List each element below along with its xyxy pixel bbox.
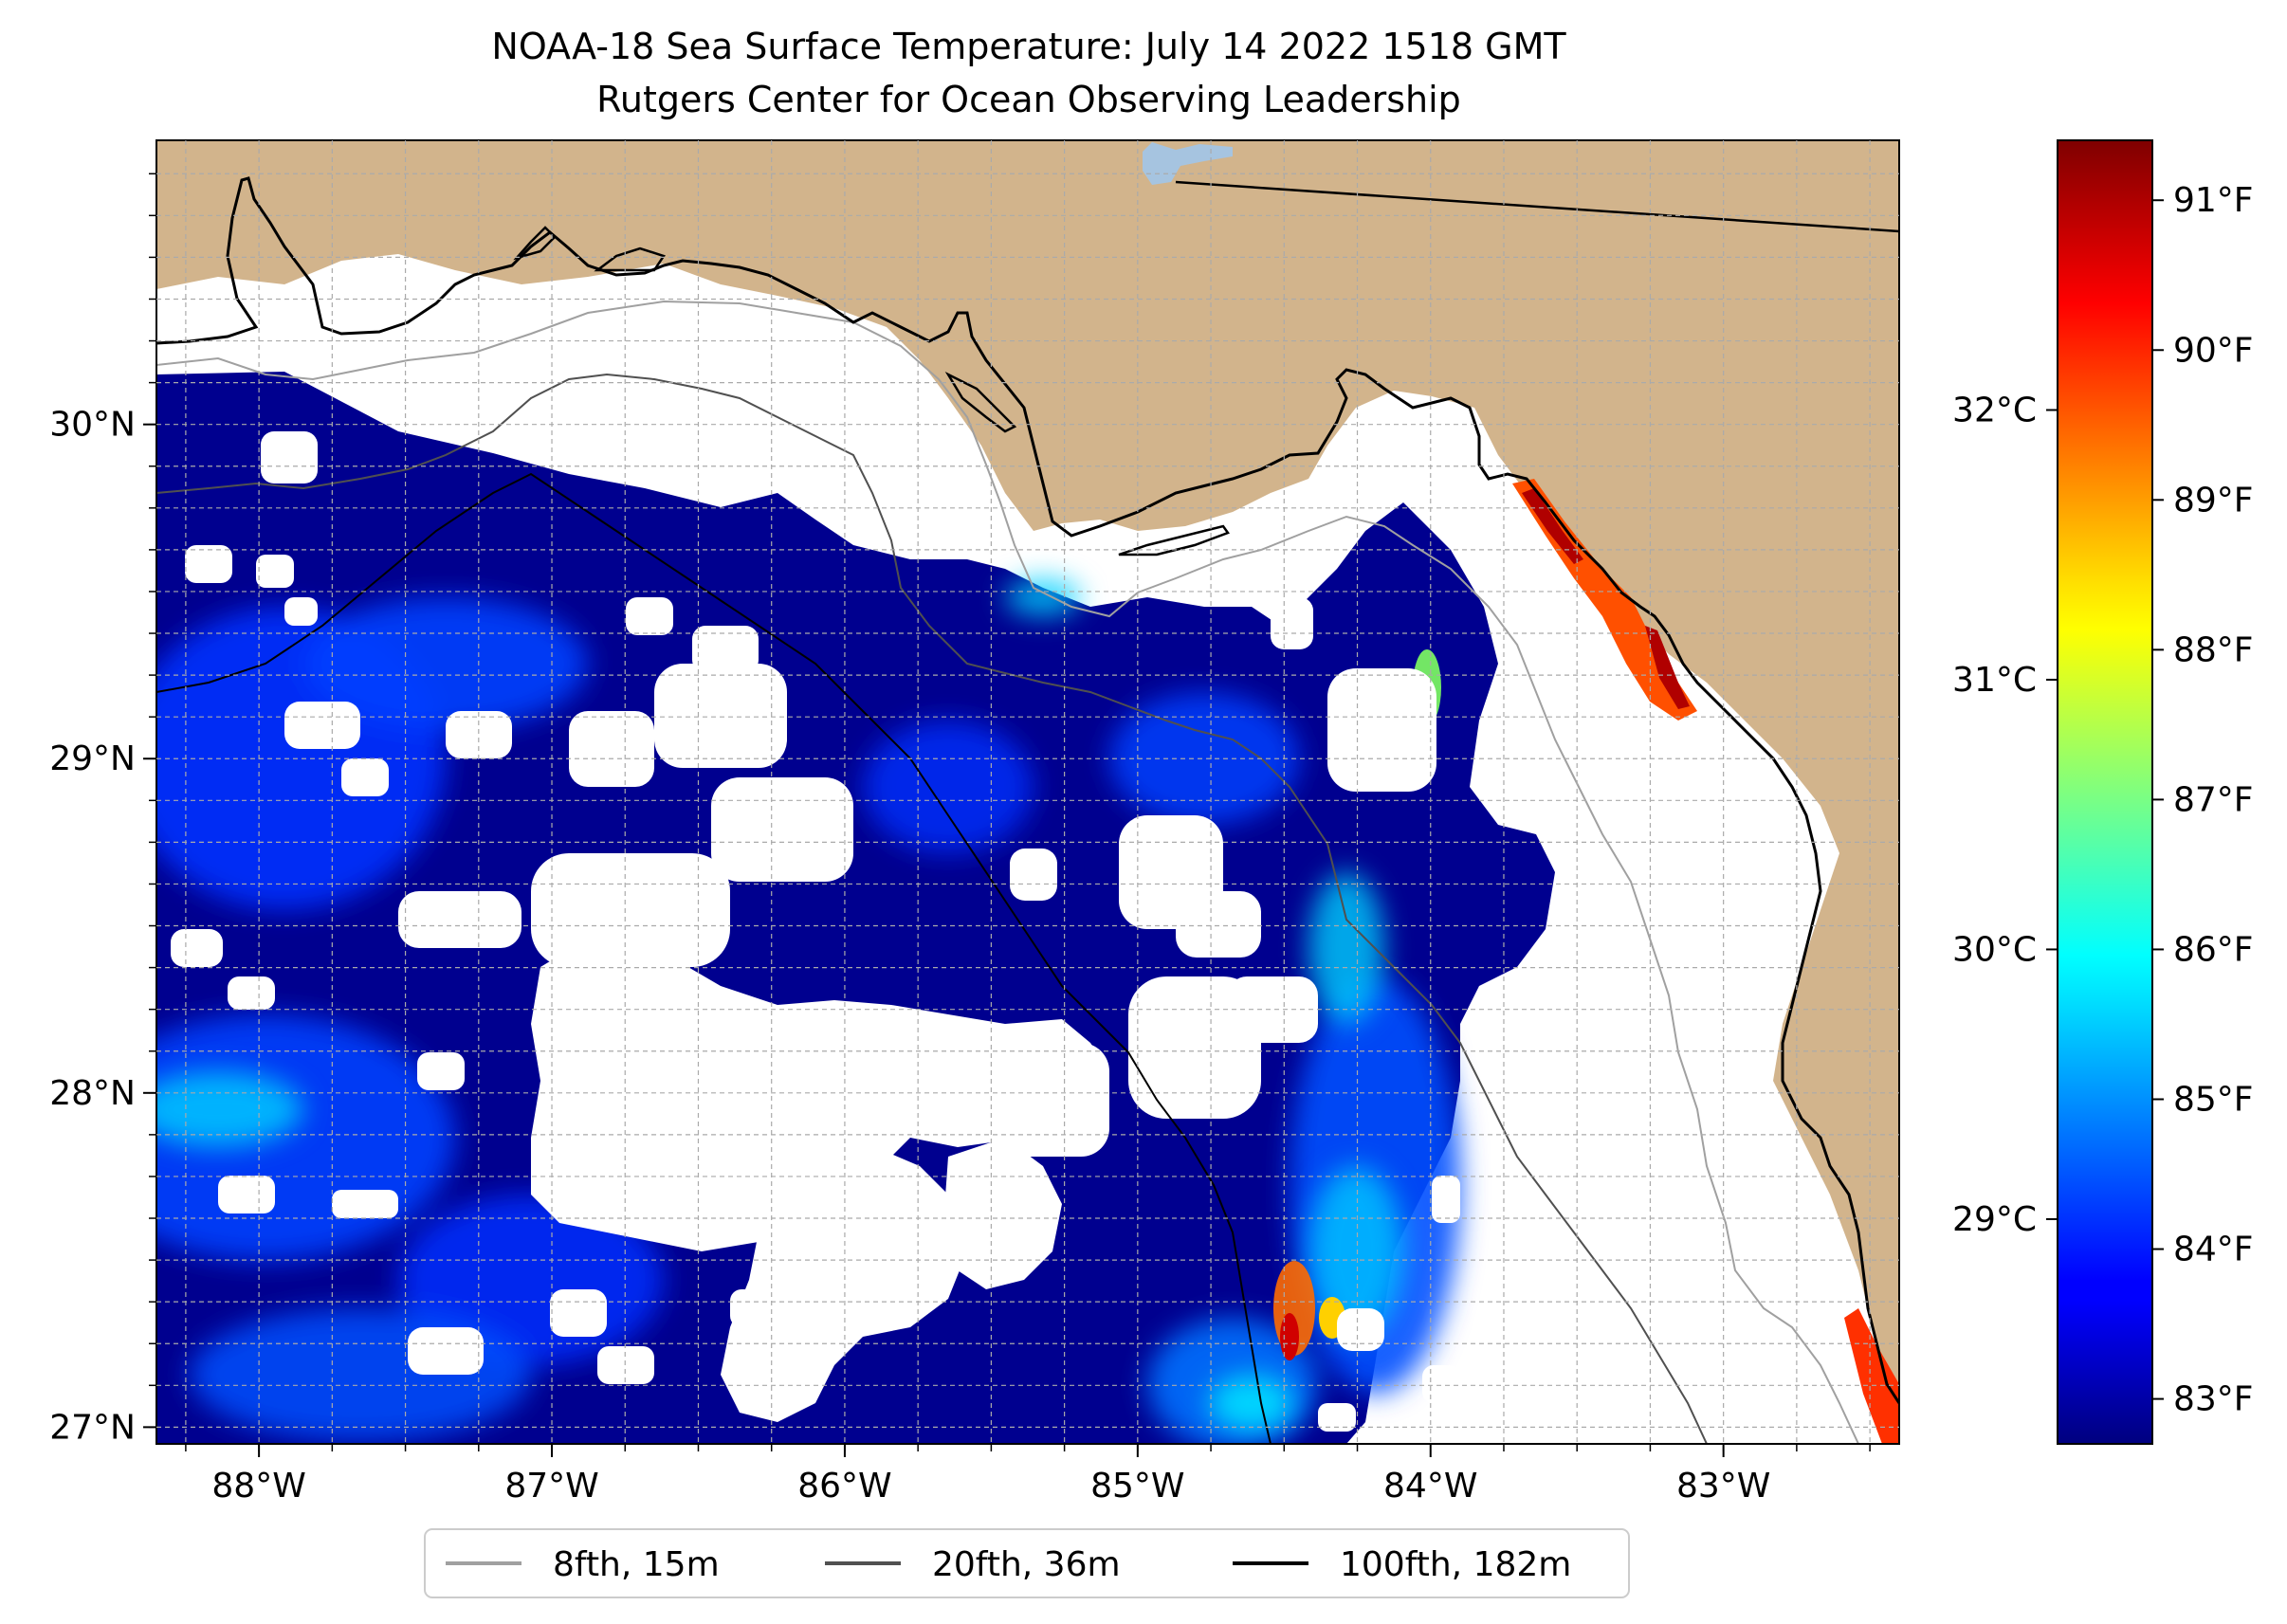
state-boundary-line: [1175, 180, 1899, 233]
map-gridlines: [156, 140, 1899, 1444]
colorbar-label-c: 32°C: [1952, 391, 2037, 429]
sst-cyan-patch: [1308, 872, 1384, 1024]
sst-warm-patch: [1280, 1313, 1299, 1360]
lon-tick-label: 86°W: [797, 1467, 891, 1505]
contour-8fth: [156, 300, 1859, 1444]
cloud-gap: [218, 1176, 275, 1213]
coastline: [156, 176, 1899, 1404]
cloud-gap: [1337, 1308, 1384, 1351]
chart-title-line2: Rutgers Center for Ocean Observing Leade…: [596, 79, 1461, 120]
lat-tick-label: 30°N: [49, 406, 136, 445]
sst-blue-patch: [1109, 692, 1299, 825]
cloud-gap: [417, 1052, 465, 1090]
cloud-gap: [284, 702, 360, 749]
sst-blue-patch: [863, 721, 1034, 853]
sst-blue-patch: [303, 597, 588, 730]
lat-tick-label: 28°N: [49, 1074, 136, 1113]
contour-20fth: [156, 373, 1708, 1444]
colorbar: [2057, 139, 2153, 1445]
cloud-gap: [1176, 891, 1261, 958]
colorbar-label-f: 89°F: [2173, 481, 2254, 520]
cloud-gap: [398, 891, 521, 948]
cloud-gap: [597, 1346, 654, 1384]
colorbar-label-f: 86°F: [2173, 930, 2254, 969]
cloud-mass: [943, 1138, 1062, 1289]
map-frame: [156, 139, 1900, 1445]
colorbar-label-c: 31°C: [1952, 661, 2037, 700]
lat-tick-label: 27°N: [49, 1408, 136, 1447]
legend-box: [424, 1528, 1630, 1598]
colorbar-label-f: 90°F: [2173, 331, 2254, 370]
cloud-gap: [1271, 597, 1313, 649]
cloud-gap: [284, 597, 318, 626]
colorbar-label-f: 91°F: [2173, 181, 2254, 220]
cloud-gap: [185, 545, 232, 583]
sst-cyan-patch: [1308, 1166, 1403, 1337]
lon-tick-label: 85°W: [1090, 1467, 1184, 1505]
cloud-gap: [261, 431, 318, 484]
cloud-gap: [531, 853, 730, 967]
cloud-gap: [569, 711, 654, 787]
cloud-gap: [1327, 668, 1436, 792]
colorbar-label-c: 29°C: [1952, 1200, 2037, 1239]
colorbar-ticks: 83°F 84°F 85°F 86°F 87°F 88°F 89°F 90°F 91°F 29°C…: [1952, 181, 2253, 1418]
sst-cyan-patch: [156, 1071, 303, 1147]
cloud-gap: [228, 976, 275, 1010]
cloud-gap: [626, 597, 673, 635]
map-area: [156, 140, 1899, 1444]
cloud-gap: [408, 1327, 484, 1375]
sst-blue-patch: [190, 1308, 531, 1441]
sst-cyan-patch: [1005, 578, 1081, 616]
sst-data-field: [156, 372, 1899, 1444]
colorbar-label-f: 83°F: [2173, 1380, 2254, 1419]
cloud-gap: [332, 1190, 398, 1218]
cloud-gap: [341, 758, 389, 796]
cloud-gap: [171, 929, 223, 967]
cloud-gap: [1228, 976, 1318, 1043]
colorbar-label-f: 85°F: [2173, 1080, 2254, 1119]
chart-title-line1: NOAA-18 Sea Surface Temperature: July 14…: [491, 26, 1566, 67]
colorbar-label-c: 30°C: [1952, 930, 2037, 969]
colorbar-label-f: 84°F: [2173, 1231, 2254, 1269]
lon-tick-label: 83°W: [1676, 1467, 1770, 1505]
lon-tick-label: 84°W: [1383, 1467, 1477, 1505]
legend-label-20fth: 20fth, 36m: [932, 1545, 1121, 1584]
map-axis-ticks: 88°W 87°W 86°W 85°W 84°W 83°W 27°N 28°N 29°N 30°N: [49, 173, 1871, 1505]
cloud-gap: [550, 1289, 607, 1337]
cloud-mass: [531, 939, 1109, 1251]
cloud-gap: [692, 626, 759, 673]
legend-label-8fth: 8fth, 15m: [553, 1545, 720, 1584]
cloud-gap: [446, 711, 512, 758]
colorbar-label-f: 88°F: [2173, 630, 2254, 669]
inlet-coastline: [513, 226, 1230, 557]
cloud-gap: [1010, 848, 1057, 901]
cloud-gap: [1432, 1176, 1460, 1223]
cloud-gap: [256, 555, 294, 588]
lon-tick-label: 87°W: [504, 1467, 598, 1505]
legend-label-100fth: 100fth, 182m: [1340, 1545, 1571, 1584]
colorbar-label-f: 87°F: [2173, 780, 2254, 819]
cloud-gap: [711, 777, 853, 882]
cloud-gap: [1422, 1365, 1460, 1403]
lon-tick-label: 88°W: [211, 1467, 305, 1505]
lat-tick-label: 29°N: [49, 739, 136, 778]
sst-warm-corner: [1844, 1308, 1899, 1444]
cloud-gap: [1318, 1403, 1356, 1432]
cloud-mass: [721, 1138, 967, 1422]
contour-legend: 8fth, 15m 20fth, 36m 100fth, 182m: [424, 1528, 1630, 1598]
cloud-gap: [654, 664, 787, 768]
sst-hot-coastal-band: [1522, 488, 1690, 709]
sst-cyan-patch: [1209, 1375, 1294, 1432]
